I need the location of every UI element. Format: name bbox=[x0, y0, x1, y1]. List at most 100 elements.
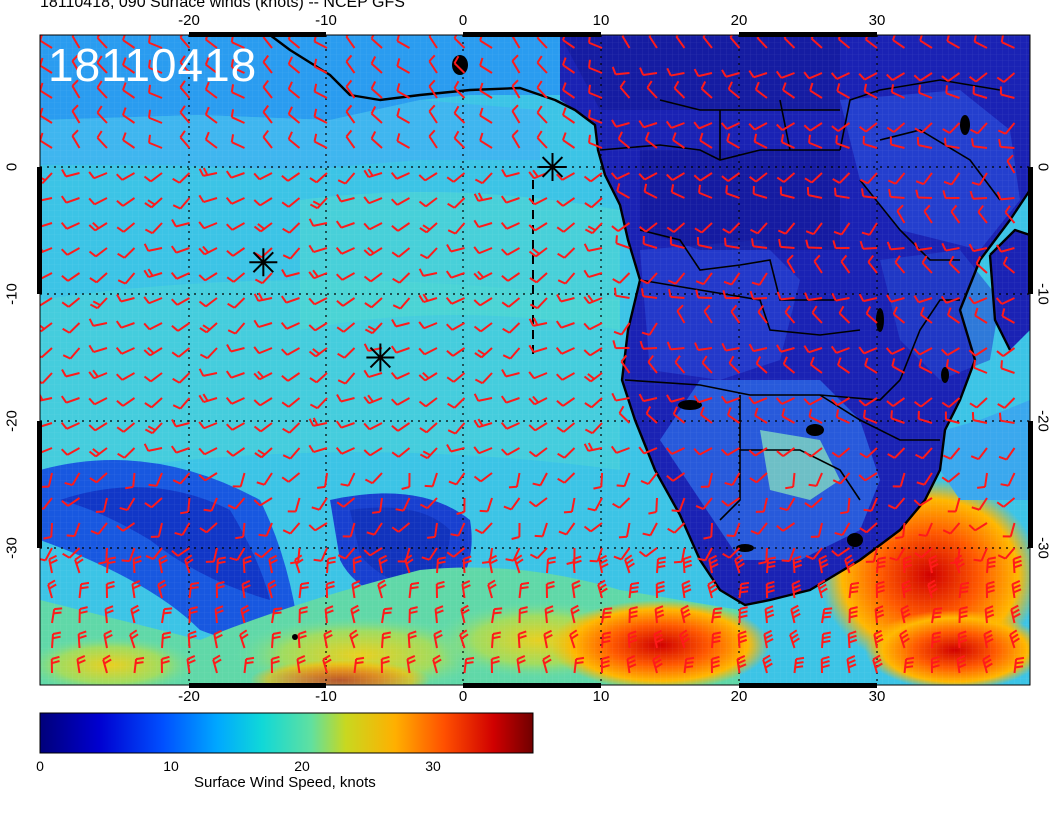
wind-barb bbox=[948, 255, 961, 274]
wind-barb bbox=[776, 291, 795, 301]
wind-barb bbox=[117, 247, 136, 259]
wind-barb bbox=[342, 522, 356, 538]
wind-barb bbox=[792, 555, 803, 574]
wind-barb bbox=[670, 184, 685, 199]
wind-barb bbox=[941, 472, 961, 483]
wind-barb bbox=[61, 497, 81, 507]
wind-barb bbox=[74, 554, 84, 574]
wind-barb bbox=[913, 397, 933, 408]
wind-barb bbox=[763, 629, 774, 649]
wind-barb bbox=[508, 472, 521, 489]
wind-barb bbox=[846, 655, 857, 674]
wind-barb bbox=[282, 447, 301, 460]
wind-barb bbox=[848, 606, 858, 624]
wind-barb bbox=[996, 72, 1016, 83]
wind-barb bbox=[453, 35, 466, 49]
wind-barb bbox=[858, 293, 878, 303]
wind-barb bbox=[958, 581, 970, 599]
wind-barb bbox=[998, 138, 1015, 149]
wind-barb bbox=[407, 630, 417, 649]
wind-barb bbox=[700, 81, 713, 99]
wind-barb bbox=[781, 408, 795, 424]
wind-barb bbox=[583, 322, 603, 331]
wind-barb bbox=[511, 129, 521, 149]
wind-barb bbox=[199, 322, 218, 334]
wind-barb bbox=[335, 220, 355, 229]
wind-barb bbox=[428, 54, 438, 74]
wind-barb bbox=[390, 397, 410, 406]
wind-barb bbox=[818, 554, 829, 574]
wind-barb bbox=[171, 347, 191, 358]
wind-barb bbox=[808, 472, 823, 487]
wind-barb bbox=[968, 522, 988, 532]
right-y-tick: -30 bbox=[1034, 537, 1052, 559]
wind-barb bbox=[891, 358, 905, 374]
wind-barb bbox=[776, 522, 796, 532]
bottom-x-tick: -20 bbox=[178, 688, 200, 705]
wind-barb bbox=[748, 343, 768, 353]
wind-barb bbox=[914, 242, 933, 251]
wind-barb bbox=[831, 292, 850, 302]
wind-barb bbox=[817, 579, 828, 599]
wind-barb bbox=[473, 322, 493, 333]
left-y-tick: -20 bbox=[3, 410, 21, 432]
wind-barb bbox=[418, 293, 438, 304]
wind-barb bbox=[545, 580, 555, 599]
wind-barb bbox=[262, 54, 273, 74]
wind-barb bbox=[555, 346, 575, 355]
wind-barb bbox=[144, 222, 163, 235]
wind-barb bbox=[336, 322, 356, 333]
wind-barb bbox=[970, 122, 988, 135]
wind-barb bbox=[557, 247, 576, 259]
wind-barb bbox=[172, 197, 191, 210]
wind-barb bbox=[803, 122, 823, 132]
wind-barb bbox=[253, 422, 273, 433]
wind-barb bbox=[557, 472, 576, 484]
wind-barb bbox=[831, 397, 851, 406]
wind-barb bbox=[970, 447, 988, 461]
wind-barb bbox=[428, 129, 438, 149]
wind-barb bbox=[863, 83, 878, 99]
right-y-tick: 0 bbox=[1034, 162, 1052, 172]
wind-barb bbox=[435, 580, 445, 599]
wind-barb bbox=[61, 272, 81, 282]
wind-barb bbox=[1009, 629, 1020, 649]
wind-barb bbox=[543, 629, 553, 649]
wind-barb bbox=[225, 170, 245, 179]
wind-barb bbox=[88, 197, 108, 206]
wind-barb bbox=[253, 370, 273, 381]
wind-barb bbox=[270, 655, 280, 674]
wind-barb bbox=[473, 472, 493, 483]
wind-barb bbox=[915, 172, 933, 186]
wind-barb bbox=[171, 419, 190, 428]
wind-barb bbox=[665, 447, 685, 455]
wind-barb bbox=[789, 629, 800, 649]
wind-barb bbox=[790, 604, 801, 624]
wind-barb bbox=[931, 631, 942, 649]
wind-barb bbox=[309, 197, 328, 210]
wind-barb bbox=[225, 422, 245, 431]
wind-barb bbox=[919, 35, 933, 49]
wind-barb bbox=[258, 522, 273, 537]
wind-barb bbox=[902, 555, 913, 574]
wind-barb bbox=[600, 655, 610, 674]
wind-barb bbox=[462, 555, 472, 574]
wind-barb bbox=[928, 554, 939, 574]
wind-barb bbox=[143, 372, 163, 383]
wind-barb bbox=[941, 397, 961, 408]
wind-barb bbox=[584, 197, 603, 209]
wind-barb bbox=[323, 629, 333, 649]
wind-barb bbox=[612, 272, 631, 284]
top-x-tick: 10 bbox=[592, 12, 610, 29]
wind-barb bbox=[298, 606, 308, 624]
wind-barb bbox=[782, 82, 796, 99]
wind-barb bbox=[791, 580, 802, 599]
wind-barb bbox=[722, 547, 741, 559]
wind-barb bbox=[703, 522, 713, 540]
wind-barb bbox=[370, 131, 383, 149]
wind-barb bbox=[40, 35, 53, 49]
wind-barb bbox=[711, 631, 722, 649]
wind-barb bbox=[913, 72, 933, 82]
wind-barb bbox=[363, 547, 383, 557]
wind-barb bbox=[887, 497, 906, 510]
